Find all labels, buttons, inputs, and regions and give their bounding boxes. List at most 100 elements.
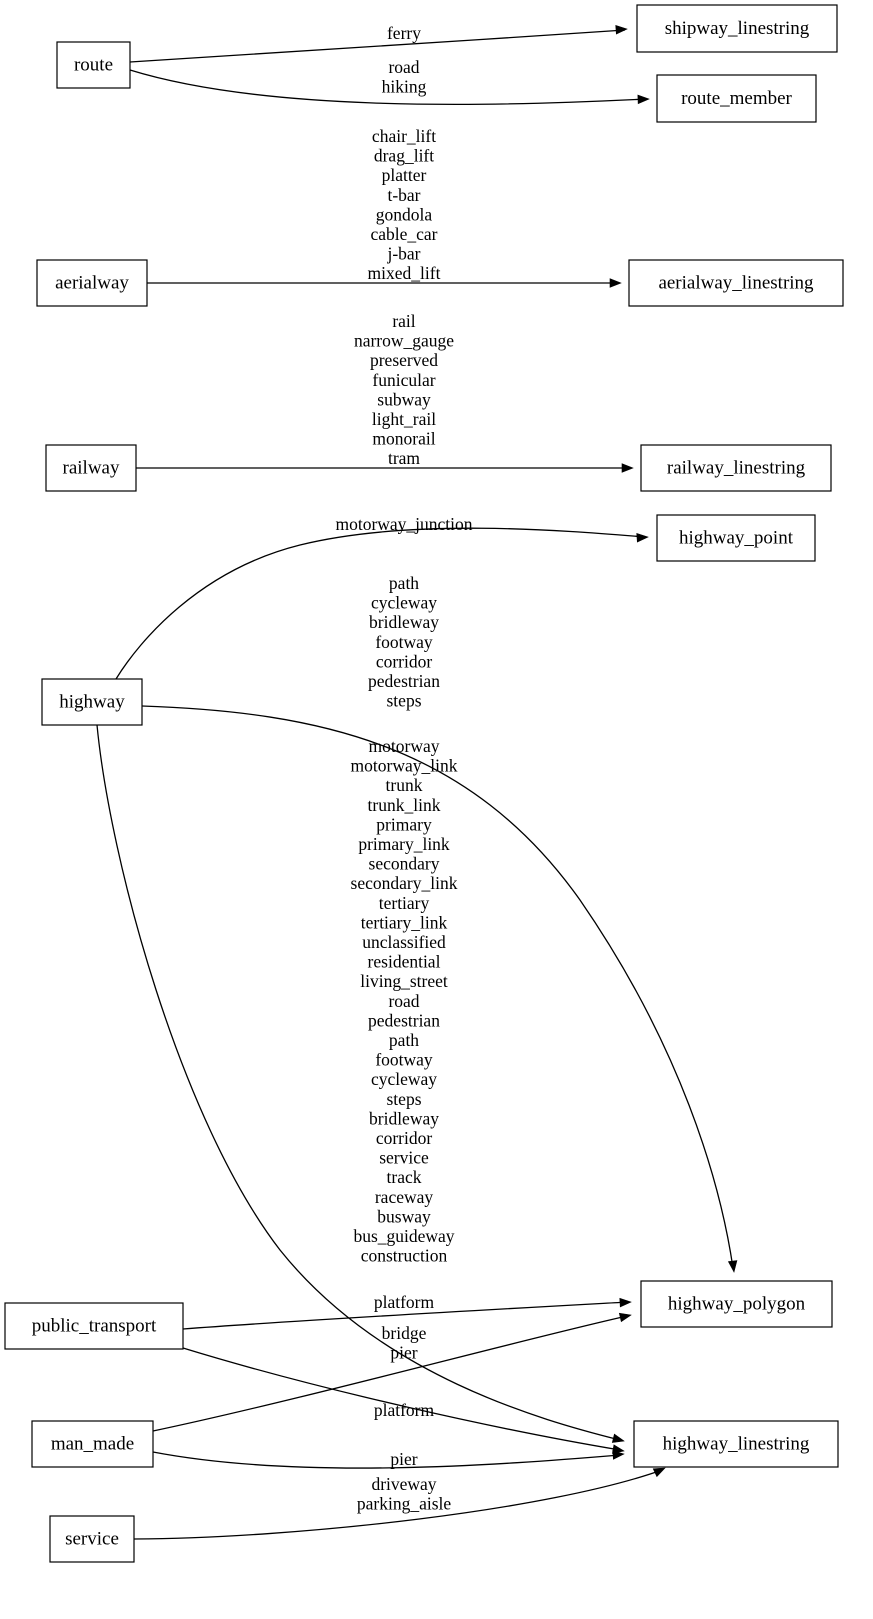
node-label: highway (59, 691, 125, 712)
node-box[interactable] (31, 1420, 154, 1468)
node-route_member[interactable]: route_member (656, 74, 817, 123)
edge-label: raceway (375, 1187, 434, 1207)
edge-man_made-highway_linestring (152, 1450, 625, 1469)
edge-label: residential (368, 952, 441, 972)
node-label: railway (63, 457, 120, 478)
node-box[interactable] (640, 444, 832, 492)
edge-label: footway (375, 1050, 433, 1070)
node-box[interactable] (45, 444, 137, 492)
edge-label: road (388, 57, 419, 77)
arrowhead-icon (611, 1433, 625, 1443)
node-highway_polygon[interactable]: highway_polygon (640, 1280, 833, 1328)
node-label: shipway_linestring (665, 18, 810, 39)
node-box[interactable] (656, 514, 816, 562)
node-aerialway[interactable]: aerialway (36, 259, 148, 307)
node-aerialway_linestring[interactable]: aerialway_linestring (628, 259, 844, 307)
edge-label: path (389, 573, 419, 593)
edge-label-group-man_made-highway_linestring: pier (390, 1449, 417, 1469)
node-route[interactable]: route (56, 41, 131, 89)
node-label: route_member (681, 88, 792, 109)
edge-line (96, 724, 621, 1441)
node-label: railway_linestring (667, 457, 806, 478)
node-box[interactable] (636, 4, 838, 53)
node-public_transport[interactable]: public_transport (4, 1302, 184, 1350)
node-service[interactable]: service (49, 1515, 135, 1563)
edge-label: bridleway (369, 1108, 439, 1128)
node-box[interactable] (4, 1302, 184, 1350)
edge-label: bus_guideway (353, 1226, 454, 1246)
node-label: man_made (51, 1433, 134, 1454)
arrowhead-icon (615, 25, 628, 35)
edge-label: funicular (372, 370, 435, 390)
edge-label: living_street (360, 971, 448, 991)
node-railway[interactable]: railway (45, 444, 137, 492)
edge-label-group-railway-railway_linestring: railnarrow_gaugepreservedfunicularsubway… (354, 311, 454, 468)
edge-label: motorway_junction (335, 514, 472, 534)
edge-label: bridleway (369, 612, 439, 632)
edge-line (182, 1347, 621, 1451)
edge-line (182, 1301, 629, 1330)
edge-label: trunk_link (368, 795, 441, 815)
edge-label: tertiary_link (361, 912, 448, 932)
node-label: route (74, 54, 113, 75)
node-box[interactable] (640, 1280, 833, 1328)
node-box[interactable] (36, 259, 148, 307)
edge-label: pier (390, 1449, 417, 1469)
node-box[interactable] (633, 1420, 839, 1468)
edge-label: subway (377, 389, 431, 409)
node-label: highway_polygon (668, 1293, 806, 1314)
edge-label: corridor (376, 651, 433, 671)
edge-line (129, 69, 647, 106)
arrowhead-icon (637, 94, 650, 105)
node-highway[interactable]: highway (41, 678, 143, 726)
arrowhead-icon (619, 1297, 632, 1308)
edge-label: unclassified (362, 932, 446, 952)
node-label: public_transport (32, 1315, 157, 1336)
edge-line (133, 1469, 663, 1540)
edge-label: parking_aisle (357, 1494, 452, 1514)
node-shipway_linestring[interactable]: shipway_linestring (636, 4, 838, 53)
edge-label: platform (374, 1292, 435, 1312)
arrowhead-icon (621, 463, 634, 473)
edge-label: construction (361, 1246, 448, 1266)
edge-highway-highway_linestring (96, 724, 625, 1443)
edge-label: platform (374, 1400, 435, 1420)
node-box[interactable] (49, 1515, 135, 1563)
edge-label: primary_link (358, 834, 450, 854)
edge-label: platter (382, 165, 427, 185)
node-railway_linestring[interactable]: railway_linestring (640, 444, 832, 492)
edge-label: hiking (382, 77, 427, 97)
node-highway_linestring[interactable]: highway_linestring (633, 1420, 839, 1468)
edge-label: cycleway (371, 593, 437, 613)
edge-label: preserved (370, 350, 438, 370)
edge-label: mixed_lift (368, 263, 441, 283)
edge-label: ferry (387, 23, 421, 43)
edge-line (152, 1451, 621, 1469)
edge-label: path (389, 1030, 419, 1050)
edge-label: drag_lift (374, 146, 434, 166)
edge-line (129, 29, 626, 63)
edge-line (152, 1315, 628, 1432)
node-box[interactable] (656, 74, 817, 123)
edge-label: chair_lift (372, 126, 436, 146)
node-box[interactable] (628, 259, 844, 307)
edge-route-shipway (129, 25, 628, 63)
node-highway_point[interactable]: highway_point (656, 514, 816, 562)
edges-layer (96, 25, 738, 1540)
nodes-layer: route shipway_linestring route_memberaeria… (4, 4, 844, 1563)
edge-public_transport-highway_polygon (182, 1297, 632, 1330)
edge-label: busway (377, 1206, 431, 1226)
node-man_made[interactable]: man_made (31, 1420, 154, 1468)
edge-label: track (387, 1167, 422, 1187)
node-box[interactable] (41, 678, 143, 726)
node-box[interactable] (56, 41, 131, 89)
edge-label: corridor (376, 1128, 433, 1148)
edge-label: pier (390, 1343, 417, 1363)
edge-label: motorway_link (351, 756, 458, 776)
edge-label-group-highway-highway_linestring: motorwaymotorway_linktrunktrunk_linkprim… (351, 736, 458, 1266)
arrowhead-icon (652, 1467, 666, 1478)
edge-label: secondary_link (351, 873, 458, 893)
